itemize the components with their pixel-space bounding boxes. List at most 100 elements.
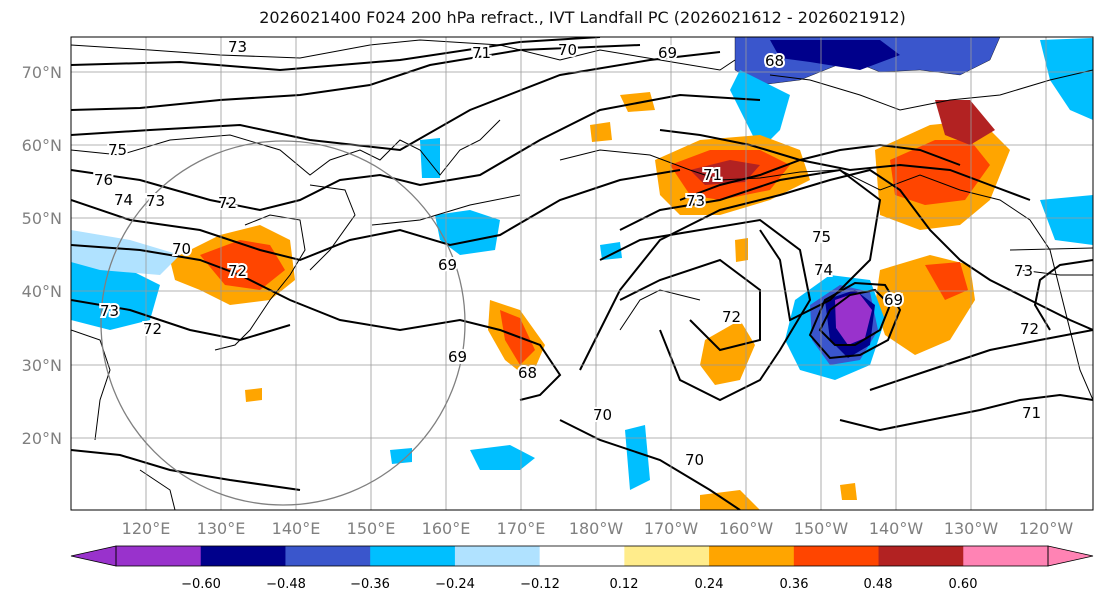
contour-label: 71 [1022, 404, 1041, 422]
shade-arctic-sky [730, 70, 790, 150]
contour-label: 75 [812, 228, 831, 246]
lat-tick-label: 40°N [22, 282, 62, 301]
contour-label: 69 [448, 348, 467, 366]
shade-scatter-4 [625, 425, 650, 490]
colorbar-segment [370, 546, 456, 566]
shade-scatter-5 [840, 483, 857, 500]
lon-tick-label: 150°W [794, 519, 849, 538]
contour-label: 72 [1020, 320, 1039, 338]
colorbar-tick-label: −0.60 [181, 577, 221, 592]
colorbar-segment [116, 546, 202, 566]
shade-low-purple [835, 292, 872, 345]
lon-tick-label: 170°W [644, 519, 699, 538]
shade-scatter-1 [590, 122, 612, 142]
contour-label: 74 [114, 191, 133, 209]
contour-label: 72 [228, 262, 247, 280]
contour-label: 75 [108, 141, 127, 159]
colorbar-segment [200, 546, 286, 566]
shade-mid-orange [700, 320, 755, 385]
shade-south-sky [470, 445, 535, 470]
shade-scatter-9 [735, 238, 748, 262]
lon-axis: 120°E 130°E 140°E 150°E 160°E 170°E 180°… [122, 519, 1074, 538]
shade-scatter-8 [245, 388, 262, 402]
contour-label: 73 [146, 192, 165, 210]
colorbar-tick-label: 0.36 [780, 577, 809, 592]
contour-label: 72 [143, 320, 162, 338]
shade-east-red [925, 262, 968, 300]
colorbar: −0.60 −0.48 −0.36 −0.24 −0.12 0.12 0.24 … [70, 545, 1094, 592]
contour-label: 73 [686, 192, 705, 210]
gridlines [71, 37, 1093, 510]
lat-tick-label: 30°N [22, 356, 62, 375]
map-title: 2026021400 F024 200 hPa refract., IVT La… [259, 8, 906, 27]
lon-tick-label: 140°W [869, 519, 924, 538]
colorbar-tick-label: −0.12 [520, 577, 560, 592]
colorbar-segment [963, 546, 1049, 566]
height-contours [71, 37, 1093, 510]
colorbar-segment [539, 546, 625, 566]
lon-tick-label: 180°W [569, 519, 624, 538]
colorbar-right-arrow [1047, 545, 1094, 567]
shade-bc-darkred [935, 100, 995, 145]
colorbar-tick-label: −0.36 [350, 577, 390, 592]
colorbar-segments [116, 546, 1049, 566]
colorbar-tick-label: 0.12 [610, 577, 639, 592]
colorbar-segment [454, 546, 541, 566]
colorbar-ticks: −0.60 −0.48 −0.36 −0.24 −0.12 0.12 0.24 … [181, 577, 977, 592]
lat-tick-label: 70°N [22, 63, 62, 82]
lon-tick-label: 120°E [122, 519, 171, 538]
contour-label: 74 [814, 261, 833, 279]
contour-label: 73 [1014, 262, 1033, 280]
colorbar-segment [624, 546, 710, 566]
contour-label: 69 [438, 256, 457, 274]
contour-label: 68 [765, 52, 784, 70]
contour-label: 70 [593, 406, 612, 424]
contour-label: 72 [722, 308, 741, 326]
colorbar-frame [115, 545, 1049, 567]
contour-label: 69 [884, 291, 903, 309]
shade-south-orange [700, 490, 760, 510]
map-panel: 73 71 70 69 68 75 76 74 73 72 70 72 73 7… [71, 37, 1093, 510]
contour-label: 73 [100, 302, 119, 320]
lon-tick-label: 130°W [944, 519, 999, 538]
contour-label: 70 [558, 41, 577, 59]
colorbar-tick-label: 0.48 [864, 577, 893, 592]
colorbar-tick-label: 0.24 [695, 577, 724, 592]
colorbar-segment [793, 546, 880, 566]
colorbar-segment [285, 546, 371, 566]
shade-scatter-3 [600, 242, 622, 260]
lon-tick-label: 150°E [347, 519, 396, 538]
shade-scatter-6 [1040, 195, 1093, 245]
contour-labels: 73 71 70 69 68 75 76 74 73 72 70 72 73 7… [92, 37, 1043, 471]
contour-label: 76 [94, 171, 113, 189]
shade-arctic-sky-2 [1040, 38, 1093, 120]
colorbar-left-arrow [70, 545, 117, 567]
contour-label: 72 [218, 194, 237, 212]
lat-tick-label: 20°N [22, 429, 62, 448]
colorbar-segment [709, 546, 795, 566]
shade-arctic-navy [770, 40, 900, 70]
lat-tick-label: 60°N [22, 136, 62, 155]
lon-tick-label: 160°E [422, 519, 471, 538]
contour-label: 71 [703, 166, 722, 184]
lat-axis: 20°N 30°N 40°N 50°N 60°N 70°N [22, 63, 62, 448]
map-frame [70, 36, 1094, 511]
lon-tick-label: 160°W [719, 519, 774, 538]
shade-bc-red [890, 140, 990, 205]
lon-tick-label: 170°E [497, 519, 546, 538]
colorbar-tick-label: 0.60 [949, 577, 978, 592]
contour-label: 68 [518, 364, 537, 382]
lon-tick-label: 120°W [1019, 519, 1074, 538]
lon-tick-label: 140°E [272, 519, 321, 538]
contour-label: 70 [172, 240, 191, 258]
lat-tick-label: 50°N [22, 209, 62, 228]
shade-scatter-7 [390, 448, 412, 464]
landfall-circle [100, 140, 466, 506]
contour-label: 69 [658, 44, 677, 62]
lon-tick-label: 130°E [197, 519, 246, 538]
colorbar-segment [878, 546, 964, 566]
contour-label: 71 [472, 44, 491, 62]
colorbar-tick-label: −0.48 [266, 577, 306, 592]
contour-label: 70 [685, 451, 704, 469]
